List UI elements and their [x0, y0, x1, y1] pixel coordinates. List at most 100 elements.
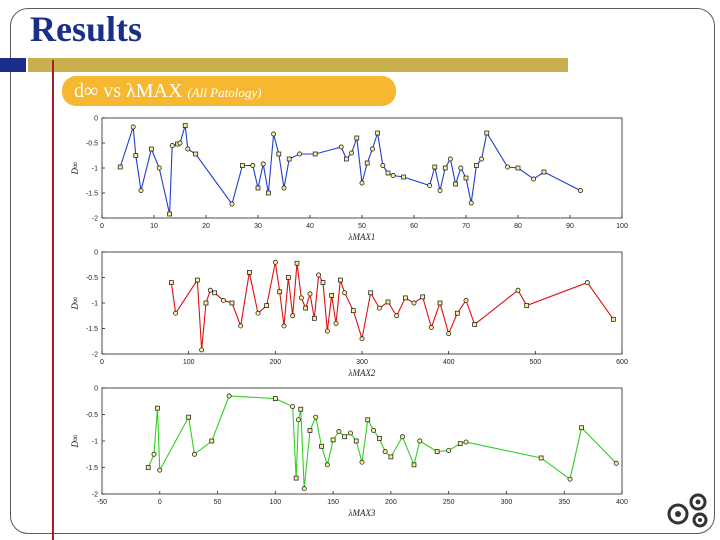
data-point [272, 396, 278, 401]
x-tick-label: 0 [158, 499, 162, 506]
data-point [156, 165, 162, 171]
data-point [250, 163, 256, 168]
data-point [297, 151, 303, 157]
data-point [359, 459, 365, 465]
data-point [472, 322, 478, 327]
data-point [446, 331, 452, 337]
data-point [266, 190, 271, 196]
data-point [515, 287, 521, 293]
series-line [147, 395, 617, 489]
data-point [281, 323, 287, 329]
data-point [276, 151, 282, 157]
data-point [130, 124, 136, 130]
data-point [330, 437, 336, 443]
data-point [238, 323, 244, 329]
data-point [368, 290, 374, 296]
x-tick-label: 60 [410, 223, 418, 230]
y-tick-label: -1.5 [86, 465, 98, 472]
data-point [420, 294, 426, 300]
x-tick-label: 300 [356, 359, 368, 366]
data-point [474, 163, 479, 168]
data-point [463, 439, 469, 445]
data-point [316, 272, 322, 278]
data-point [463, 175, 469, 181]
data-point [319, 443, 324, 449]
x-tick-label: 400 [443, 359, 455, 366]
data-point [385, 170, 391, 176]
chart-panel-2: 0 100 200 300 400 500 600 0 -0.5 -1 -1.5 -2 λMAX2 D∞ [70, 250, 628, 379]
data-point [365, 417, 371, 423]
data-point [577, 188, 583, 193]
data-point [285, 275, 291, 280]
data-point [246, 270, 252, 275]
x-tick-label: 600 [616, 359, 628, 366]
data-point [359, 336, 365, 342]
title-accent-block [0, 58, 26, 72]
data-point [446, 448, 452, 453]
data-point [567, 476, 573, 482]
x-tick-label: 400 [616, 499, 628, 506]
data-point [307, 291, 313, 297]
data-point [610, 316, 616, 322]
data-point [193, 151, 198, 157]
slide-frame [10, 8, 715, 534]
data-point [173, 310, 179, 316]
data-point [264, 303, 270, 308]
x-axis-label: λMAX2 [348, 368, 376, 378]
data-point [524, 303, 530, 308]
data-point [149, 146, 154, 152]
data-point [329, 293, 335, 298]
data-point [359, 180, 365, 186]
x-tick-label: 500 [529, 359, 541, 366]
data-point [584, 280, 590, 286]
x-tick-label: 50 [358, 223, 366, 230]
data-point [447, 156, 453, 162]
data-point [255, 310, 261, 316]
x-tick-label: 100 [616, 223, 628, 230]
y-tick-label: -2 [92, 492, 98, 499]
data-point [212, 290, 218, 296]
data-point [182, 123, 188, 128]
data-point [376, 436, 382, 441]
data-point [298, 406, 304, 412]
data-point [333, 320, 339, 326]
data-point [203, 300, 209, 306]
data-point [417, 438, 423, 444]
chart-panel-3: -50 0 50 100 150 200 250 300 350 400 0 -0.5 -1 -1.5 -2… [70, 386, 628, 519]
data-point [138, 188, 144, 193]
subtitle-banner: d∞ vs λMAX (All Patology) [62, 76, 396, 106]
x-tick-label: 0 [100, 359, 104, 366]
y-tick-label: -0.5 [86, 275, 98, 282]
data-point [133, 153, 139, 158]
data-point [255, 185, 261, 191]
data-point [437, 300, 443, 306]
data-point [354, 135, 360, 141]
x-tick-label: 80 [514, 223, 522, 230]
data-point [538, 455, 544, 461]
y-tick-label: -1.5 [86, 191, 98, 198]
y-tick-label: -1 [92, 166, 98, 173]
y-tick-label: -2 [92, 216, 98, 223]
data-point [290, 313, 296, 319]
y-tick-label: -1.5 [86, 326, 98, 333]
y-axis-label: D∞ [70, 435, 80, 449]
data-point [229, 300, 235, 306]
data-point [185, 146, 191, 152]
data-point [434, 449, 440, 454]
data-point [515, 165, 521, 171]
plot-frame [101, 117, 623, 219]
y-tick-label: 0 [94, 116, 98, 123]
data-point [312, 151, 318, 157]
data-point [457, 441, 463, 446]
data-point [290, 404, 296, 409]
chart-panel-1: 0 10 20 30 40 50 60 70 80 90 100 0 -0.5 -1 -1.5 -2 λMAX1… [70, 116, 628, 243]
data-point [428, 325, 434, 330]
data-point [186, 414, 192, 420]
data-point [298, 295, 304, 301]
data-point [468, 200, 474, 206]
data-point [324, 328, 330, 334]
data-point [151, 451, 157, 457]
data-point [307, 428, 313, 433]
x-axis-label: λMAX3 [348, 508, 376, 518]
data-point [541, 169, 547, 175]
